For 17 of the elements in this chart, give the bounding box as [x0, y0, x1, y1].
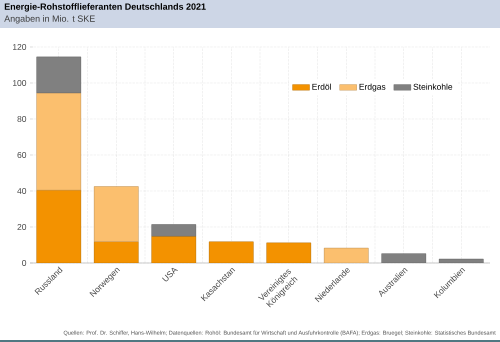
y-tick-label: 120: [12, 44, 26, 50]
chart-subtitle: Angaben in Mio. t SKE: [4, 15, 95, 24]
y-tick-label: 0: [22, 260, 26, 266]
bar: [36, 92, 82, 190]
legend-label: Erdgas: [360, 84, 386, 92]
y-tick-label: 40: [17, 188, 26, 194]
y-tick-label: 20: [17, 224, 26, 230]
y-tick-label: 60: [18, 152, 26, 158]
bar: [151, 224, 196, 236]
chart-title: Energie-Rohstofflieferanten Deutschlands 2021: [4, 3, 206, 12]
bar: [36, 56, 82, 94]
y-tick-label: 100: [12, 80, 26, 86]
x-tick-label: USA: [162, 268, 178, 282]
legend-label: Steinkohle: [413, 84, 452, 90]
bar: [94, 186, 139, 242]
y-tick-label: 80: [17, 116, 26, 122]
legend-label: Erdöl: [312, 84, 331, 90]
